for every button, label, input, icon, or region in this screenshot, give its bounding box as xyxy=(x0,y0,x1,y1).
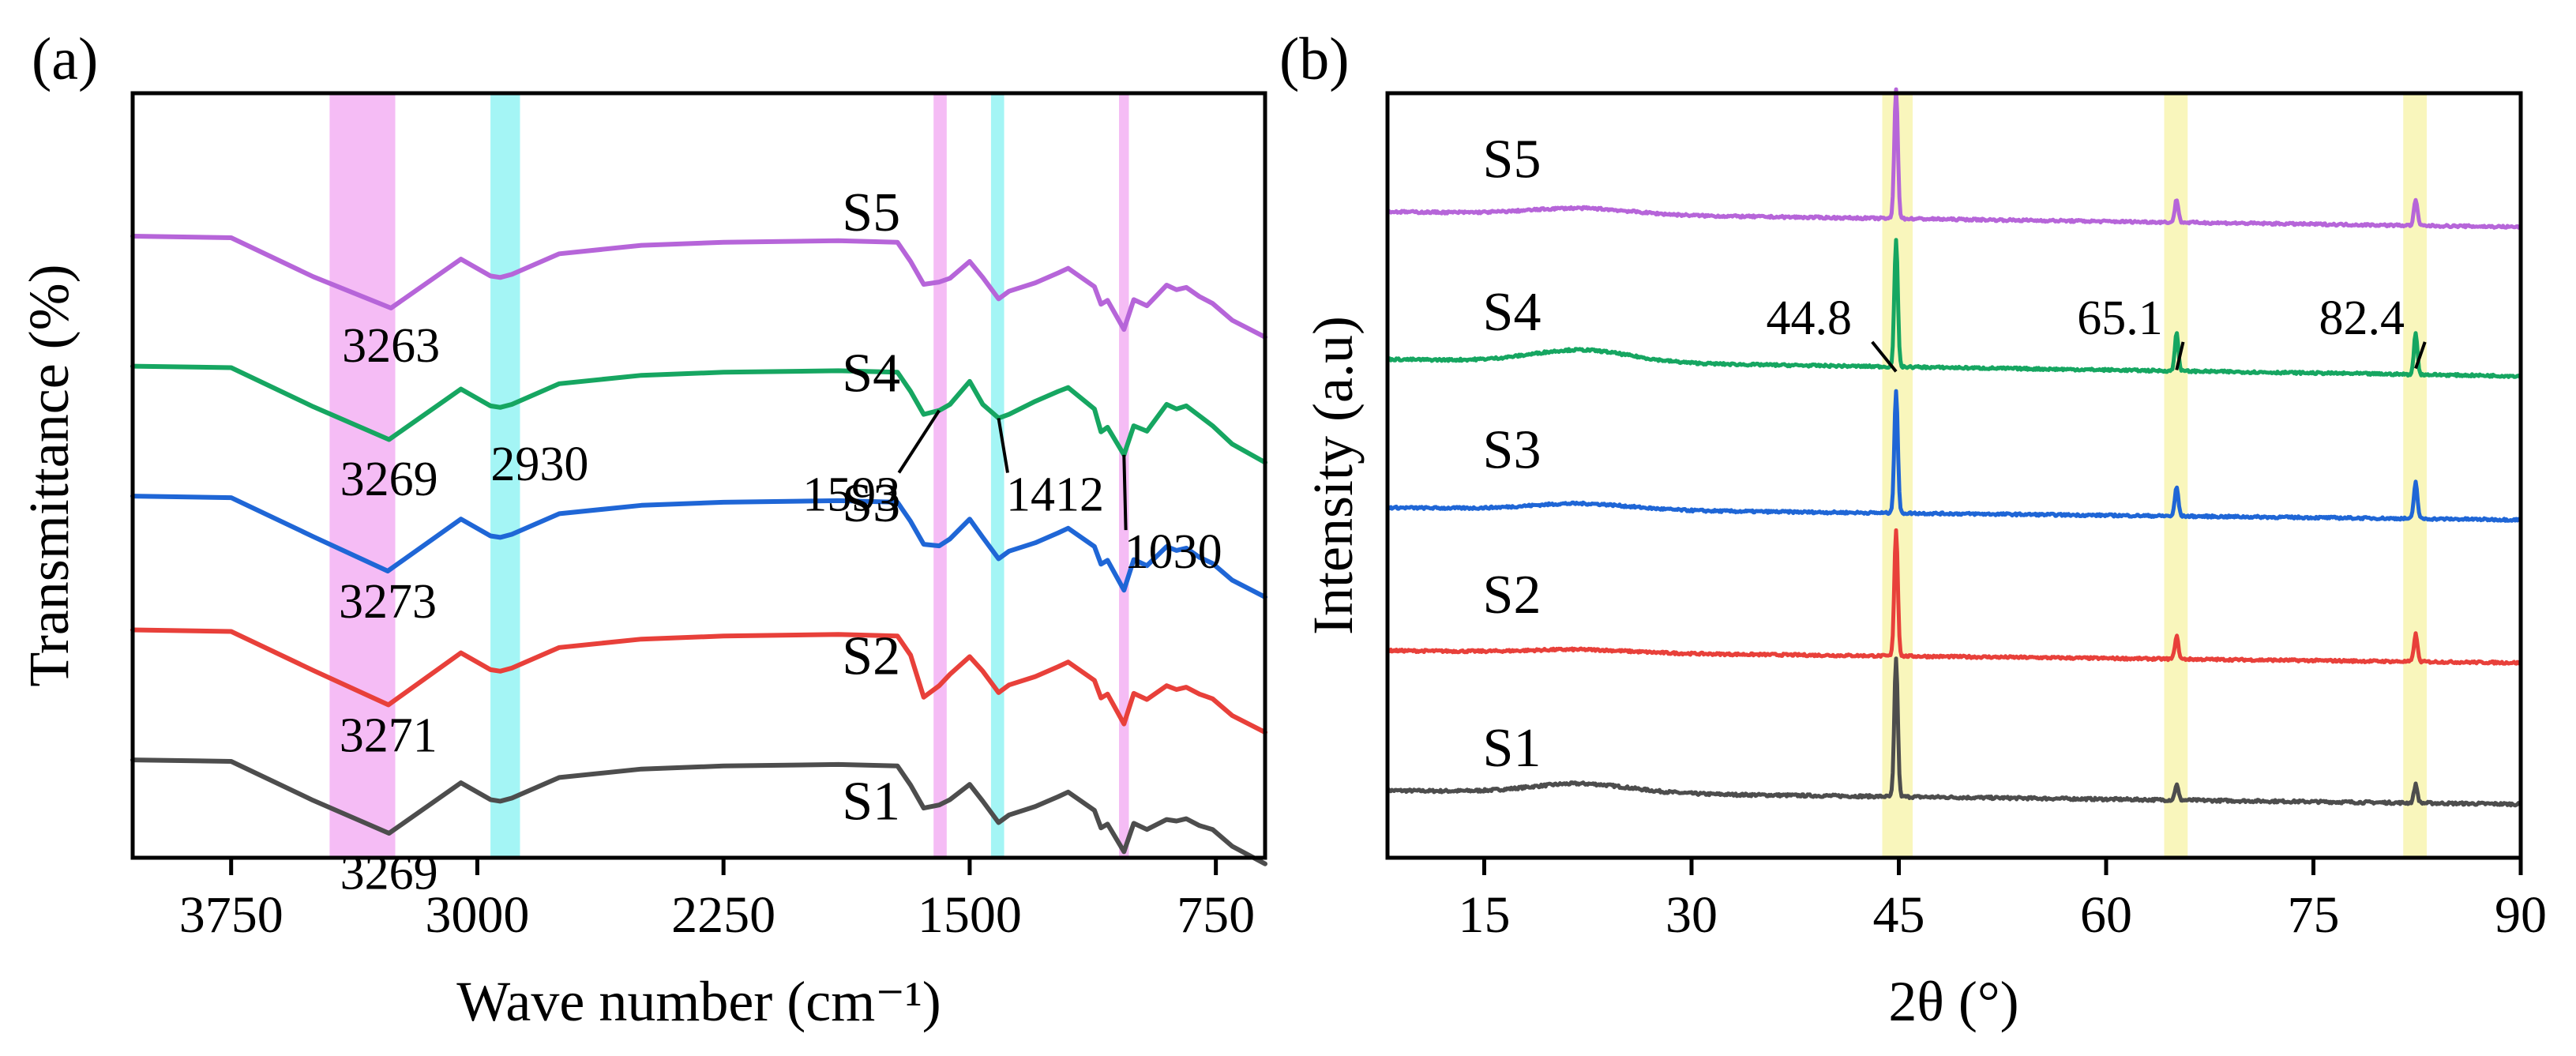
panel-b-series-label-s4: S4 xyxy=(1483,282,1541,343)
panel-a-label: (a) xyxy=(32,26,98,92)
panel-a-x-tick-label: 1500 xyxy=(918,886,1022,944)
panel-b-x-tick-label: 30 xyxy=(1665,886,1718,944)
panel-a-series-label-s5: S5 xyxy=(842,182,900,243)
panel-a-annotation-leader-1593 xyxy=(897,409,941,474)
panel-b-series-s1 xyxy=(1385,656,2522,808)
panel-b-series-group xyxy=(1385,87,2523,808)
panel-a-annotation-3263: 3263 xyxy=(342,319,440,373)
panel-a-annotation-1412: 1412 xyxy=(1006,468,1104,522)
panel-a-series-label-s3: S3 xyxy=(842,473,900,534)
panel-a-series-label-s1: S1 xyxy=(842,772,900,832)
panel-b-series-s4 xyxy=(1385,238,2522,379)
panel-b-ylabel: Intensity (a.u) xyxy=(1301,316,1365,635)
panel-b-series-labels: S1 S2 S3 S4 S5 xyxy=(1483,129,1541,778)
panel-b-highlight-bands xyxy=(1882,93,2427,858)
panel-a-series-labels: S1 S2 S3 S4 S5 xyxy=(842,182,900,832)
panel-b-x-ticks: 15 30 45 60 75 90 xyxy=(1459,858,2547,944)
panel-a-annotation-leader-1412 xyxy=(997,418,1009,473)
panel-a-annotation-3269: 3269 xyxy=(340,453,438,506)
panel-b-highlight-band-3 xyxy=(2403,93,2427,858)
panel-b-series-label-s2: S2 xyxy=(1483,565,1541,626)
panel-b-annotation-leader-44-8 xyxy=(1871,340,1898,373)
panel-a-x-tick-label: 750 xyxy=(1177,886,1255,944)
panel-a-highlight-band-2 xyxy=(490,93,520,858)
panel-a-highlight-band-3 xyxy=(933,93,947,858)
panel-a-series-label-s2: S2 xyxy=(842,626,900,687)
panel-b-x-tick-label: 45 xyxy=(1873,886,1925,944)
panel-a-series-label-s4: S4 xyxy=(842,344,900,404)
panel-b-x-tick-label: 75 xyxy=(2288,886,2340,944)
panel-b-series-s2 xyxy=(1386,528,2523,666)
panel-a-series-s2 xyxy=(130,627,1267,735)
panel-b-series-s3 xyxy=(1386,389,2522,523)
panel-a-x-tick-label: 2250 xyxy=(671,886,775,944)
panel-b-frame xyxy=(1385,91,2523,860)
panel-b-annotation-82-4: 82.4 xyxy=(2319,291,2405,345)
panel-b-xrd-chart: (b) S1 S2 S3 S4 S5 44.8 65.1 82.4 15 30 45 60 75 90… xyxy=(1279,26,2547,1033)
panel-b-x-tick-label: 15 xyxy=(1459,886,1511,944)
panel-b-annotation-leader-65-1 xyxy=(2175,341,2185,370)
panel-b-series-label-s1: S1 xyxy=(1483,718,1541,779)
panel-a-series-group xyxy=(130,234,1267,866)
panel-a-annotation-3269: 3269 xyxy=(340,847,438,900)
panel-a-annotation-2930: 2930 xyxy=(490,438,588,491)
panel-a-x-tick-label: 3750 xyxy=(179,886,284,944)
panel-a-frame xyxy=(130,91,1267,860)
panel-b-annotation-65-1: 65.1 xyxy=(2077,291,2163,345)
panel-a-series-s1 xyxy=(130,757,1267,866)
panel-b-x-tick-label: 60 xyxy=(2080,886,2132,944)
panel-a-xlabel: Wave number (cm⁻¹) xyxy=(456,970,941,1033)
panel-a-ftir-chart: (a) S1 S2 S3 S4 S5 3269 3271 3273 3269 2930 3263 1… xyxy=(17,26,1267,1033)
panel-b-annotations: 44.8 65.1 82.4 xyxy=(1767,291,2427,373)
panel-a-series-s5 xyxy=(130,234,1267,340)
panel-a-annotation-leader-1030 xyxy=(1122,454,1128,531)
panel-a-highlight-bands xyxy=(329,93,1129,858)
panel-a-annotation-1030: 1030 xyxy=(1125,525,1222,579)
panel-b-xlabel: 2θ (°) xyxy=(1888,970,2018,1033)
panel-b-series-label-s5: S5 xyxy=(1483,129,1541,190)
panel-a-x-ticks: 3750 3000 2250 1500 750 xyxy=(179,858,1255,944)
panel-a-ylabel: Transmittance (%) xyxy=(17,264,81,686)
panel-b-label: (b) xyxy=(1279,26,1350,92)
panel-a-annotations: 3269 3271 3273 3269 2930 3263 1593 1412 1030 xyxy=(339,319,1222,900)
panel-a-x-tick-label: 3000 xyxy=(425,886,529,944)
panel-a-highlight-band-4 xyxy=(990,93,1004,858)
panel-b-series-label-s3: S3 xyxy=(1483,419,1541,480)
panel-a-series-s3 xyxy=(130,494,1267,599)
panel-a-series-s4 xyxy=(130,363,1267,465)
panel-b-annotation-44-8: 44.8 xyxy=(1767,291,1853,345)
panel-a-annotation-3273: 3273 xyxy=(339,575,437,629)
panel-b-x-tick-label: 90 xyxy=(2495,886,2547,944)
panel-a-annotation-1593: 1593 xyxy=(802,468,900,522)
panel-b-series-s5 xyxy=(1385,87,2523,230)
panel-b-annotation-leader-82-4 xyxy=(2414,341,2427,370)
panel-a-highlight-band-1 xyxy=(329,93,396,858)
panel-a-annotation-3271: 3271 xyxy=(340,708,437,762)
